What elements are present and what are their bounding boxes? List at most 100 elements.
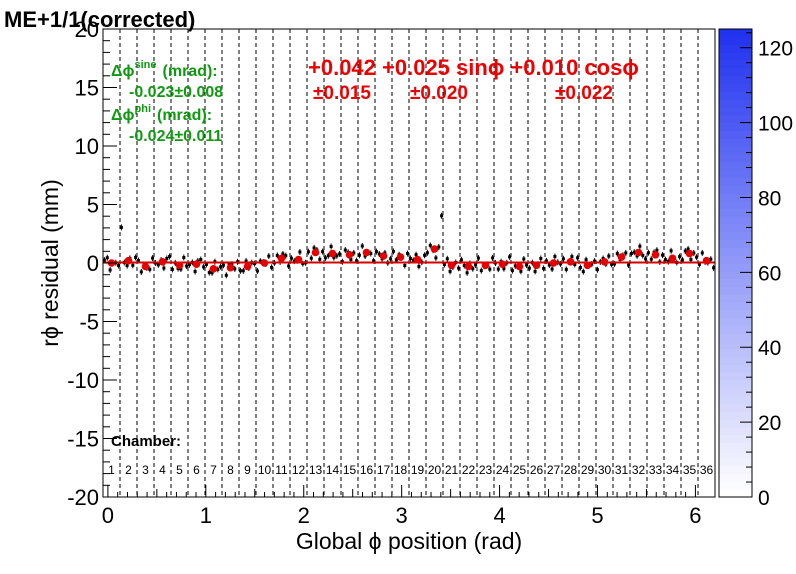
profile-point [408,257,412,260]
profile-point [448,269,452,273]
colorbar-segment [719,231,752,241]
fit-equation: +0.042 +0.025 sinϕ +0.010 cosϕ [308,55,639,80]
chamber-mean-marker [532,261,541,270]
chamber-number: 34 [666,463,680,477]
profile-point [663,258,667,262]
colorbar-segment [719,138,752,147]
sine-stat-label: Δϕsine (mrad): [111,59,218,80]
profile-point [298,250,302,254]
profile-point [629,252,633,255]
x-tick-label: 1 [200,503,212,528]
phi-stat-label: Δϕphi (mrad): [111,103,212,124]
chamber-number: 6 [193,463,200,477]
profile-point [119,225,123,229]
profile-point [221,263,225,267]
y-axis-ticks: -20 -15 -10 -5 0 5 10 15 20 [67,17,117,510]
colorbar-segment [719,114,752,124]
profile-point [258,259,262,263]
chamber-number: 3 [142,463,149,477]
profile-point [411,258,415,262]
colorbar-segment [719,270,752,280]
colorbar-segment [719,44,752,53]
profile-point [187,263,191,267]
profile-point [539,257,543,260]
profile-point [462,264,466,267]
profile-point [428,243,432,247]
profile-point [533,269,537,273]
profile-point [709,257,713,261]
chamber-number: 25 [513,463,527,477]
profile-point [207,271,211,275]
profile-point [244,259,248,263]
profile-point [403,264,407,267]
profile-point [712,266,716,270]
x-axis-label: Global ϕ position (rad) [296,528,522,554]
profile-point [649,257,653,261]
profile-point [369,252,373,255]
chamber-mean-marker [549,259,558,267]
profile-point [377,252,381,256]
profile-point [389,257,393,261]
profile-point [417,264,421,268]
colorbar-segment [719,263,752,272]
profile-point [561,257,565,261]
profile-point [442,263,446,266]
profile-point [318,257,322,261]
colorbar-tick-label: 80 [758,187,781,210]
profile-point [406,252,410,255]
profile-point [632,250,636,254]
x-axis-ticks: 0 1 2 3 4 5 6 [102,485,702,528]
colorbar-segment [719,208,752,217]
profile-point [595,268,599,272]
profile-point [680,258,684,262]
colorbar-segment [719,52,752,61]
profile-point [445,257,449,261]
profile-point [522,257,526,261]
profile-point [372,259,376,263]
profile-point [425,251,429,255]
colorbar-segment [719,169,752,178]
profile-point [193,270,197,273]
profile-point [627,263,631,267]
colorbar-segment [719,380,752,389]
profile-point [170,267,174,271]
colorbar-segment [719,317,752,326]
x-tick-label: 2 [298,503,310,528]
chamber-mean-marker [158,258,167,266]
colorbar-tick-label: 120 [758,38,793,61]
profile-point [513,264,517,268]
profile-point [542,266,546,270]
chamber-number: 30 [598,463,612,477]
profile-point [287,264,291,268]
colorbar: 0 20 40 60 80 100 120 [718,28,793,510]
profile-point [210,271,214,275]
colorbar-segment [719,333,752,342]
chamber-number: 11 [275,463,288,477]
profile-point [641,253,645,257]
chamber-number: 7 [210,463,217,477]
chamber-number: 31 [615,463,629,477]
profile-point [134,255,138,259]
colorbar-frame [718,28,753,498]
chamber-number: 10 [258,463,272,477]
profile-point [646,251,650,255]
profile-point [216,267,220,271]
profile-point [689,258,693,262]
profile-point [185,264,189,268]
profile-point [465,271,469,275]
profile-point [474,263,478,267]
colorbar-segment [719,372,752,381]
y-tick-label: 0 [87,251,99,276]
profile-point [219,265,223,269]
profile-point [312,246,316,250]
profile-point [457,266,461,270]
chamber-number: 9 [244,463,251,477]
colorbar-segment [719,465,752,475]
profile-point [326,254,330,258]
chamber-mean-marker [362,248,371,257]
chamber-number: 4 [159,463,166,477]
profile-point [590,262,594,266]
profile-point [559,262,563,266]
profile-point [332,256,336,260]
profile-point [105,256,109,260]
